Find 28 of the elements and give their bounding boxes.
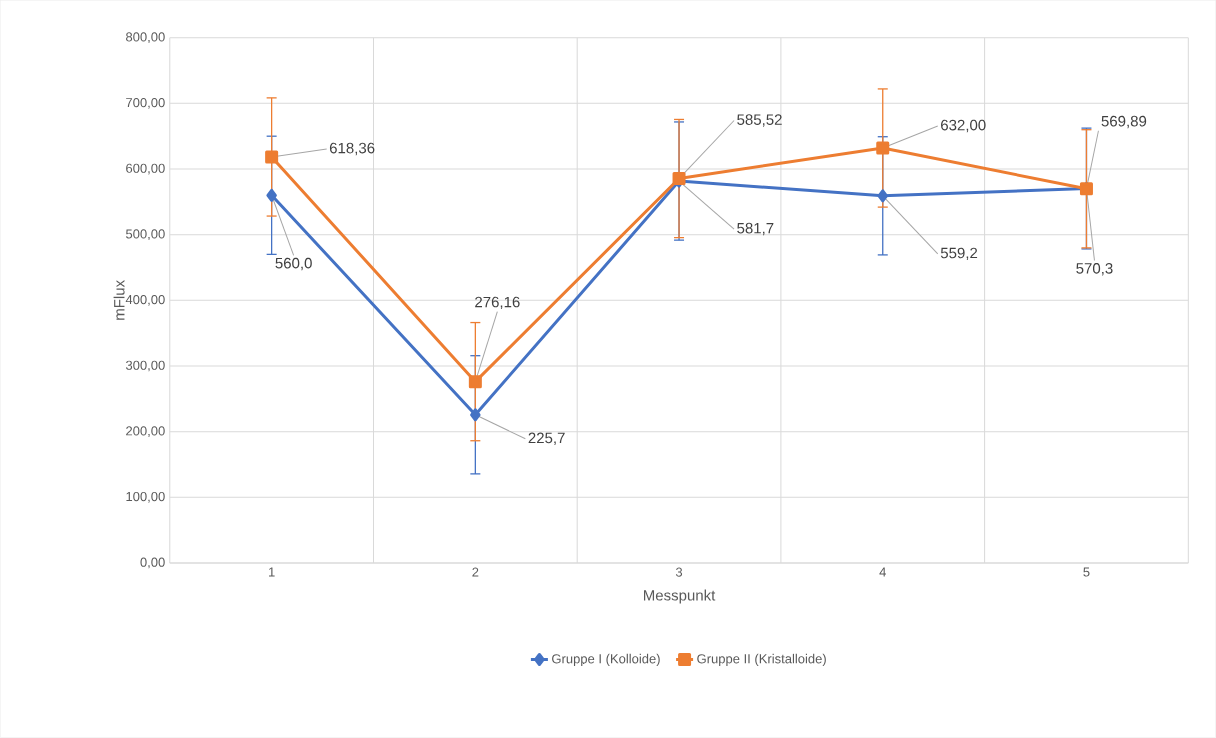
- data-label: 560,0: [275, 257, 312, 271]
- x-tick-label: 1: [269, 567, 275, 577]
- y-axis-title: mFlux: [113, 280, 125, 320]
- x-tick-label: 4: [879, 567, 886, 577]
- data-label: 276,16: [475, 296, 520, 310]
- data-label: 559,2: [940, 247, 978, 261]
- x-tick-label: 3: [675, 567, 683, 577]
- y-tick-label: 100,00: [126, 492, 165, 503]
- data-label: 581,7: [737, 222, 774, 236]
- x-tick-label: 2: [472, 567, 479, 577]
- data-label: 632,00: [941, 119, 986, 133]
- y-tick-label: 0,00: [140, 557, 165, 569]
- legend-label: Gruppe II (Kristalloide): [697, 653, 826, 667]
- y-tick-label: 400,00: [125, 295, 165, 306]
- y-tick-label: 800,00: [126, 32, 165, 44]
- data-label: 585,52: [737, 114, 782, 127]
- x-axis-title: Messpunkt: [644, 589, 716, 604]
- y-tick-label: 200,00: [126, 426, 165, 438]
- data-label: 569,89: [1101, 115, 1147, 129]
- y-tick-label: 500,00: [125, 229, 165, 241]
- data-label: 225,7: [528, 432, 565, 446]
- y-tick-label: 600,00: [126, 163, 165, 175]
- data-label: 570,3: [1076, 263, 1113, 276]
- data-label: 618,36: [329, 142, 375, 156]
- y-tick-label: 700,00: [126, 98, 165, 109]
- y-tick-label: 300,00: [125, 360, 165, 372]
- x-tick-label: 5: [1083, 567, 1090, 577]
- legend-label: Gruppe I (Kolloide): [552, 653, 660, 667]
